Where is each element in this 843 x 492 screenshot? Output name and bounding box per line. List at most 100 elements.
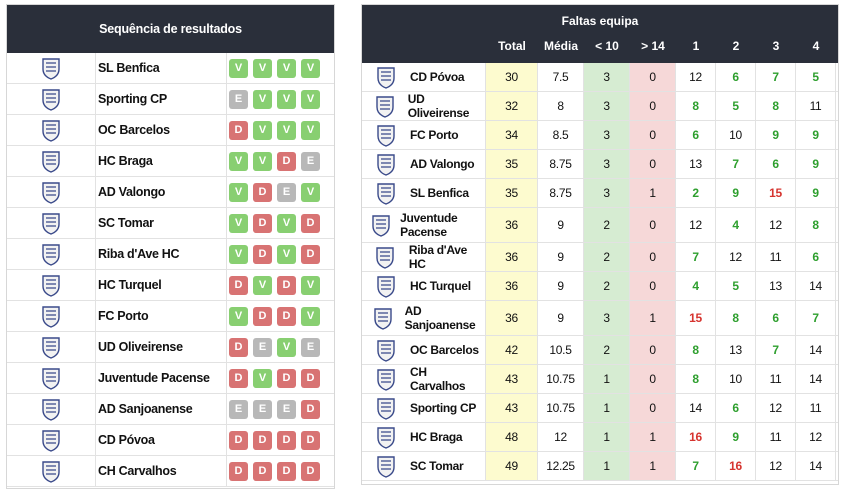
team-fouls-column-headers: Total Média < 10 > 14 1 2 3 4: [362, 39, 838, 57]
gt14-cell: 0: [630, 63, 676, 91]
team-name: Riba d'Ave HC: [96, 238, 227, 270]
media-cell: 10.5: [538, 336, 584, 364]
media-cell: 8.75: [538, 179, 584, 207]
quarter-4-cell: 9: [796, 121, 836, 149]
result-badge: E: [277, 399, 296, 419]
quarter-1-cell: 7: [676, 452, 716, 480]
team-name: SL Benfica: [410, 186, 469, 200]
result-badge: V: [229, 182, 248, 202]
result-badge: D: [277, 461, 296, 481]
team-cell: Juventude Pacense: [362, 208, 486, 242]
result-badge: E: [229, 399, 248, 419]
team-name: AD Sanjoanense: [96, 393, 227, 425]
quarter-3-cell: 6: [756, 150, 796, 178]
team-fouls-title: Faltas equipa: [561, 14, 639, 28]
benfica-crest-icon: [362, 181, 410, 205]
fouls-row: HC Braga 48 12 1 1 16 9 11 12: [362, 423, 838, 452]
lt10-cell: 2: [584, 336, 630, 364]
result-row: CD Póvoa D D D D: [7, 424, 334, 456]
team-name: Juventude Pacense: [400, 211, 458, 239]
media-cell: 12: [538, 423, 584, 451]
quarter-4-cell: 14: [796, 272, 836, 300]
quarter-2-cell: 12: [716, 243, 756, 271]
result-row: Juventude Pacense D V D D: [7, 362, 334, 394]
team-cell: HC Turquel: [362, 272, 486, 300]
result-badge: V: [253, 58, 272, 78]
quarter-4-cell: 14: [796, 452, 836, 480]
quarter-1-cell: 8: [676, 336, 716, 364]
team-name: HC Braga: [410, 430, 463, 444]
gt14-cell: 1: [630, 452, 676, 480]
quarter-4-cell: 8: [796, 208, 836, 242]
riba-dave-crest-icon: [7, 238, 96, 270]
quarter-4-cell: 9: [796, 179, 836, 207]
quarter-3-cell: 13: [756, 272, 796, 300]
quarter-2-cell: 16: [716, 452, 756, 480]
total-cell: 48: [486, 423, 538, 451]
result-badge: V: [229, 58, 248, 78]
col-header-q4: 4: [812, 39, 820, 53]
team-cell: Riba d'Ave HC: [362, 243, 486, 271]
total-cell: 36: [486, 301, 538, 335]
barcelos-crest-icon: [7, 114, 96, 146]
team-cell: UD Oliveirense: [362, 92, 486, 120]
result-badge: V: [253, 89, 272, 109]
col-header-q3: 3: [772, 39, 780, 53]
result-badge: V: [277, 337, 296, 357]
lt10-cell: 1: [584, 452, 630, 480]
total-cell: 36: [486, 208, 538, 242]
team-name: FC Porto: [96, 300, 227, 332]
quarter-3-cell: 7: [756, 63, 796, 91]
team-name: CD Póvoa: [96, 424, 227, 456]
result-badge: D: [301, 213, 320, 233]
result-badge: D: [229, 337, 248, 357]
result-badge: V: [301, 306, 320, 326]
fouls-row: SL Benfica 35 8.75 3 1 2 9 15 9: [362, 179, 838, 208]
result-row: Riba d'Ave HC V D V D: [7, 238, 334, 270]
fouls-row: Juventude Pacense 36 9 2 0 12 4 12 8: [362, 208, 838, 243]
result-badge: V: [277, 213, 296, 233]
quarter-3-cell: 11: [756, 423, 796, 451]
total-cell: 36: [486, 243, 538, 271]
team-name: SC Tomar: [96, 207, 227, 239]
sporting-crest-icon: [7, 83, 96, 115]
result-badge: V: [301, 182, 320, 202]
media-cell: 9: [538, 208, 584, 242]
total-cell: 43: [486, 394, 538, 422]
povoa-crest-icon: [362, 65, 410, 89]
total-cell: 35: [486, 150, 538, 178]
lt10-cell: 3: [584, 121, 630, 149]
result-badge: V: [301, 120, 320, 140]
media-cell: 10.75: [538, 394, 584, 422]
result-badge: E: [229, 89, 248, 109]
gt14-cell: 0: [630, 336, 676, 364]
quarter-1-cell: 7: [676, 243, 716, 271]
team-name: HC Turquel: [96, 269, 227, 301]
result-badge: D: [253, 430, 272, 450]
media-cell: 8.5: [538, 121, 584, 149]
result-badge: D: [301, 399, 320, 419]
riba-dave-crest-icon: [362, 245, 409, 269]
quarter-1-cell: 2: [676, 179, 716, 207]
result-badge: E: [301, 337, 320, 357]
quarter-1-cell: 4: [676, 272, 716, 300]
gt14-cell: 0: [630, 92, 676, 120]
gt14-cell: 0: [630, 150, 676, 178]
valongo-crest-icon: [362, 152, 410, 176]
fouls-row: CH Carvalhos 43 10.75 1 0 8 10 11 14: [362, 365, 838, 394]
sanjoanense-crest-icon: [362, 306, 405, 330]
team-cell: SC Tomar: [362, 452, 486, 480]
quarter-3-cell: 15: [756, 179, 796, 207]
result-row: HC Turquel D V D V: [7, 269, 334, 301]
quarter-2-cell: 6: [716, 63, 756, 91]
media-cell: 9: [538, 301, 584, 335]
porto-crest-icon: [362, 123, 410, 147]
result-badge: D: [277, 275, 296, 295]
result-badge: E: [277, 182, 296, 202]
result-badge: D: [277, 368, 296, 388]
result-row: UD Oliveirense D E V E: [7, 331, 334, 363]
